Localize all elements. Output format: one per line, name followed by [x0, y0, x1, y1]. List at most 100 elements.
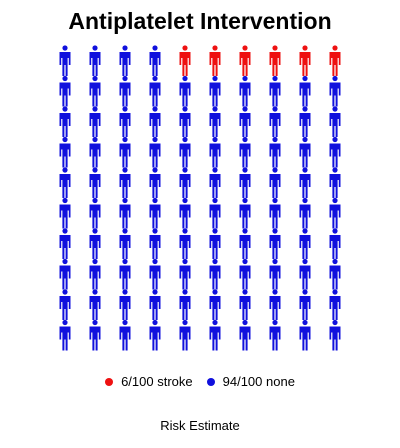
- pictogram-figure-none: [89, 167, 101, 198]
- pictogram-figure-none: [179, 289, 191, 320]
- pictogram-figure-none: [329, 75, 341, 107]
- pictogram-figure-none: [119, 319, 131, 351]
- pictogram-figure-none: [179, 106, 191, 137]
- pictogram-figure-none: [299, 289, 311, 320]
- pictogram-figure-none: [119, 45, 131, 76]
- pictogram-figure-none: [59, 197, 71, 229]
- legend-swatch-none: [206, 377, 215, 386]
- pictogram-figure-none: [149, 197, 161, 229]
- pictogram-figure-none: [119, 258, 131, 290]
- pictogram-figure-none: [269, 197, 281, 229]
- pictogram-figure-none: [209, 197, 221, 229]
- pictogram-figure-stroke: [329, 45, 341, 76]
- pictogram-figure-none: [299, 136, 311, 168]
- pictogram-figure-none: [209, 106, 221, 137]
- pictogram-figure-none: [209, 136, 221, 168]
- pictogram-figure-none: [179, 136, 191, 168]
- pictogram-figure-none: [59, 228, 71, 259]
- pictogram-figure-none: [209, 319, 221, 351]
- pictogram-figure-none: [239, 167, 251, 198]
- pictogram-figure-none: [269, 106, 281, 137]
- pictogram-figure-none: [89, 258, 101, 290]
- pictogram-figure-none: [89, 289, 101, 320]
- pictogram-figure-none: [149, 319, 161, 351]
- pictogram-figure-none: [179, 197, 191, 229]
- pictogram-figure-none: [329, 289, 341, 320]
- pictogram-figure-none: [209, 258, 221, 290]
- pictogram-figure-none: [209, 167, 221, 198]
- x-axis-label: Risk Estimate: [160, 418, 240, 433]
- pictogram-figure-none: [119, 136, 131, 168]
- pictogram-figure-none: [179, 319, 191, 351]
- pictogram-figure-none: [119, 75, 131, 107]
- pictogram-figure-none: [149, 136, 161, 168]
- pictogram-figure-none: [89, 45, 101, 76]
- legend-label-none: 94/100 none: [222, 374, 295, 389]
- chart-title: Antiplatelet Intervention: [68, 8, 332, 34]
- pictogram-figure-none: [119, 197, 131, 229]
- pictogram-figure-none: [269, 319, 281, 351]
- pictogram-figure-none: [59, 319, 71, 351]
- pictogram-figure-none: [299, 228, 311, 259]
- pictogram-figure-stroke: [299, 45, 311, 76]
- pictogram-figure-none: [209, 228, 221, 259]
- pictogram-figure-none: [179, 228, 191, 259]
- pictogram-figure-none: [329, 106, 341, 137]
- pictogram-figure-none: [239, 258, 251, 290]
- pictogram-figure-none: [59, 136, 71, 168]
- legend-entry-stroke: 6/100 stroke: [105, 374, 193, 389]
- pictogram-figure-none: [269, 136, 281, 168]
- pictogram-figure-none: [119, 289, 131, 320]
- pictogram-figure-none: [299, 106, 311, 137]
- legend-entry-none: 94/100 none: [206, 374, 295, 389]
- pictogram-figure-none: [179, 75, 191, 107]
- pictogram-figure-none: [269, 258, 281, 290]
- pictogram-figure-none: [119, 167, 131, 198]
- pictogram-figure-none: [149, 289, 161, 320]
- pictogram-figure-none: [329, 197, 341, 229]
- pictogram-figure-none: [239, 319, 251, 351]
- pictogram-figure-stroke: [179, 45, 191, 76]
- pictogram-figure-none: [269, 289, 281, 320]
- pictogram-figure-none: [59, 289, 71, 320]
- pictogram-figure-none: [299, 319, 311, 351]
- pictogram-figure-none: [239, 197, 251, 229]
- pictogram-figure-none: [299, 258, 311, 290]
- pictogram-figure-none: [89, 106, 101, 137]
- pictogram-figure-none: [239, 75, 251, 107]
- pictogram-figure-none: [149, 228, 161, 259]
- pictogram-figure-none: [239, 289, 251, 320]
- pictogram-figure-none: [299, 75, 311, 107]
- pictogram-figure-none: [329, 228, 341, 259]
- pictogram-figure-none: [299, 197, 311, 229]
- pictogram-figure-none: [239, 136, 251, 168]
- pictogram-figure-none: [149, 106, 161, 137]
- pictogram-figure-none: [149, 258, 161, 290]
- pictogram-figure-none: [209, 289, 221, 320]
- pictogram-figure-none: [179, 167, 191, 198]
- legend-swatch-stroke: [105, 377, 114, 386]
- pictogram-figure-stroke: [269, 45, 281, 76]
- pictogram-figure-none: [119, 228, 131, 259]
- pictogram-figure-none: [299, 167, 311, 198]
- pictogram-figure-none: [329, 258, 341, 290]
- pictogram-figure-none: [89, 319, 101, 351]
- pictogram-figure-none: [89, 197, 101, 229]
- pictogram-figure-stroke: [239, 45, 251, 76]
- pictogram-figure-none: [89, 136, 101, 168]
- pictogram-figure-none: [239, 106, 251, 137]
- pictogram-figure-none: [59, 167, 71, 198]
- pictogram-figure-none: [89, 228, 101, 259]
- pictogram-figure-none: [59, 75, 71, 107]
- legend: 6/100 stroke 94/100 none: [0, 374, 400, 389]
- pictogram-figure-none: [59, 258, 71, 290]
- pictogram-figure-none: [119, 106, 131, 137]
- pictogram-figure-none: [269, 167, 281, 198]
- pictogram-figure-none: [329, 136, 341, 168]
- pictogram-figure-none: [269, 228, 281, 259]
- pictogram-figure-none: [239, 228, 251, 259]
- legend-label-stroke: 6/100 stroke: [121, 374, 193, 389]
- pictogram-figure-none: [329, 167, 341, 198]
